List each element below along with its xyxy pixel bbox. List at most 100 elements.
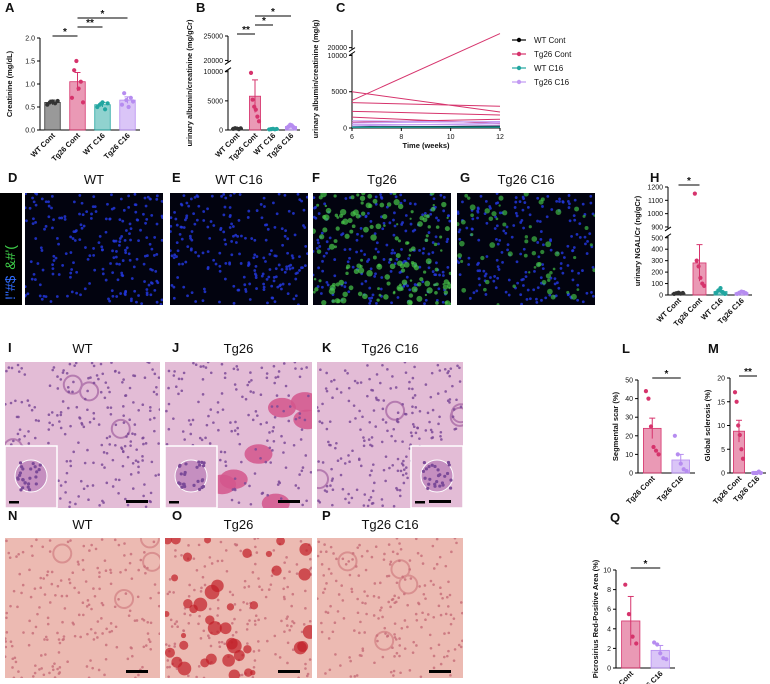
nucleus bbox=[244, 397, 248, 401]
nucleus bbox=[408, 559, 412, 562]
nucleus bbox=[224, 549, 228, 552]
nucleus bbox=[28, 476, 32, 480]
nucleus bbox=[419, 675, 423, 678]
nucleus bbox=[21, 550, 25, 554]
nucleus bbox=[27, 430, 30, 433]
nucleus bbox=[273, 634, 277, 638]
stain bbox=[382, 213, 388, 220]
nucleus bbox=[170, 230, 172, 233]
stain bbox=[345, 266, 349, 270]
nucleus bbox=[82, 568, 85, 572]
nucleus bbox=[380, 606, 383, 609]
stain bbox=[276, 538, 285, 546]
nucleus bbox=[83, 287, 87, 291]
nucleus bbox=[320, 231, 324, 235]
nucleus bbox=[361, 415, 364, 419]
nucleus bbox=[418, 249, 421, 252]
significance-label: * bbox=[644, 559, 648, 570]
stain bbox=[378, 293, 382, 297]
nucleus bbox=[38, 606, 41, 609]
nucleus bbox=[112, 256, 116, 260]
nucleus bbox=[123, 444, 127, 448]
nucleus bbox=[326, 611, 330, 615]
nucleus bbox=[371, 501, 375, 505]
nucleus bbox=[449, 622, 453, 626]
stain bbox=[550, 294, 556, 300]
nucleus bbox=[28, 206, 32, 210]
nucleus bbox=[404, 472, 408, 475]
nucleus bbox=[379, 381, 382, 385]
legend-marker bbox=[516, 65, 522, 71]
nucleus bbox=[85, 605, 89, 608]
nucleus bbox=[571, 249, 574, 253]
y-tick-label: 1200 bbox=[647, 185, 663, 192]
nucleus bbox=[294, 484, 298, 487]
nucleus bbox=[90, 362, 94, 365]
nucleus bbox=[411, 411, 414, 415]
nucleus bbox=[202, 365, 205, 368]
nucleus bbox=[329, 545, 333, 549]
stain bbox=[480, 255, 485, 261]
nucleus bbox=[230, 621, 234, 625]
nucleus bbox=[374, 545, 378, 549]
nucleus bbox=[180, 389, 184, 393]
stain bbox=[574, 206, 580, 212]
nucleus bbox=[136, 595, 140, 599]
nucleus bbox=[362, 436, 365, 439]
nucleus bbox=[223, 277, 227, 281]
nucleus bbox=[348, 573, 352, 577]
nucleus bbox=[100, 601, 104, 605]
nucleus bbox=[504, 290, 508, 294]
nucleus bbox=[426, 486, 430, 491]
nucleus bbox=[57, 242, 60, 246]
nucleus bbox=[209, 220, 213, 223]
nucleus bbox=[66, 660, 69, 664]
nucleus bbox=[223, 371, 227, 375]
nucleus bbox=[240, 460, 243, 464]
stain bbox=[349, 229, 354, 234]
nucleus bbox=[210, 562, 214, 565]
nucleus bbox=[26, 399, 30, 402]
nucleus bbox=[134, 676, 137, 678]
nucleus bbox=[59, 579, 63, 582]
scale-bar bbox=[126, 500, 148, 503]
nucleus bbox=[133, 193, 137, 196]
nucleus bbox=[396, 417, 399, 421]
nucleus bbox=[292, 443, 296, 447]
nucleus bbox=[438, 369, 442, 372]
nucleus bbox=[73, 634, 77, 638]
nucleus bbox=[234, 420, 237, 424]
nucleus bbox=[489, 276, 492, 279]
nucleus bbox=[521, 208, 525, 212]
nucleus bbox=[18, 428, 22, 431]
nucleus bbox=[434, 273, 438, 277]
stain bbox=[389, 263, 396, 270]
nucleus bbox=[353, 629, 356, 632]
nucleus bbox=[391, 248, 395, 252]
stain bbox=[397, 286, 401, 290]
nucleus bbox=[206, 250, 210, 254]
nucleus bbox=[188, 613, 192, 617]
nucleus bbox=[288, 570, 291, 573]
nucleus bbox=[51, 668, 55, 672]
micrograph bbox=[317, 538, 463, 678]
stain bbox=[180, 632, 187, 639]
panel-letter: I bbox=[8, 340, 12, 355]
nucleus bbox=[501, 260, 504, 264]
nucleus bbox=[155, 194, 159, 198]
nucleus bbox=[166, 659, 170, 662]
nucleus bbox=[447, 649, 450, 653]
y-tick-label: 0 bbox=[629, 471, 633, 478]
nucleus bbox=[393, 636, 397, 639]
nucleus bbox=[249, 502, 253, 506]
y-tick-label: 5000 bbox=[207, 98, 223, 105]
nucleus bbox=[103, 559, 107, 562]
nucleus bbox=[31, 196, 34, 200]
nucleus bbox=[359, 464, 363, 468]
panel-letter: E bbox=[172, 170, 181, 185]
nucleus bbox=[588, 232, 592, 236]
nucleus bbox=[476, 269, 480, 273]
nucleus bbox=[128, 258, 132, 262]
stain bbox=[226, 603, 235, 611]
cast bbox=[290, 392, 312, 412]
